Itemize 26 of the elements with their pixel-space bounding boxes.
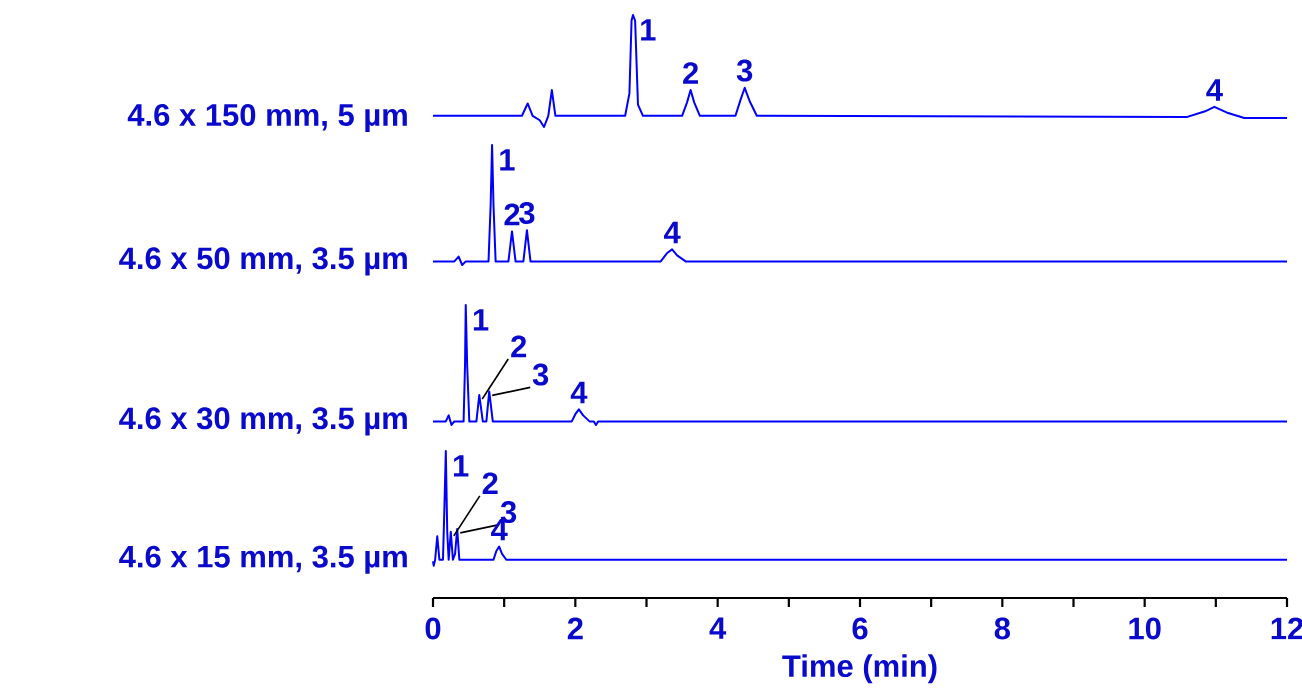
y-axis-title: 4.6 x 50 mm, 3.5 µm	[119, 247, 407, 276]
annotation: 3	[519, 202, 535, 224]
annotation: 2	[482, 472, 498, 495]
annotation: 2	[683, 62, 698, 84]
annotation: 3	[736, 59, 753, 82]
annotation: 4	[1206, 79, 1223, 101]
annotation: 1	[473, 309, 489, 331]
annotation: 4	[663, 221, 681, 244]
y-axis-title: 4.6 x 30 mm, 3.5 µm	[119, 407, 407, 436]
x-tick-label: 8	[994, 617, 1011, 640]
annotation: 1	[500, 149, 515, 171]
x-axis-title: Time (min)	[782, 654, 937, 684]
annotation: 2	[511, 335, 527, 358]
x-tick-label: 10	[1129, 617, 1161, 640]
x-tick-label: 12	[1271, 617, 1302, 640]
y-axis-title: 4.6 x 15 mm, 3.5 µm	[119, 545, 407, 574]
annotation: 2	[504, 203, 520, 226]
x-tick-label: 0	[425, 617, 441, 640]
x-tick-label: 4	[709, 617, 727, 639]
y-axis-title: 4.6 x 150 mm, 5 µm	[127, 103, 407, 133]
annotation: 3	[532, 363, 549, 386]
annotation: 4	[570, 381, 588, 404]
annotation: 1	[453, 455, 469, 477]
x-tick-label: 6	[852, 617, 868, 640]
x-tick-label: 2	[567, 617, 583, 640]
annotation: 1	[641, 19, 656, 41]
